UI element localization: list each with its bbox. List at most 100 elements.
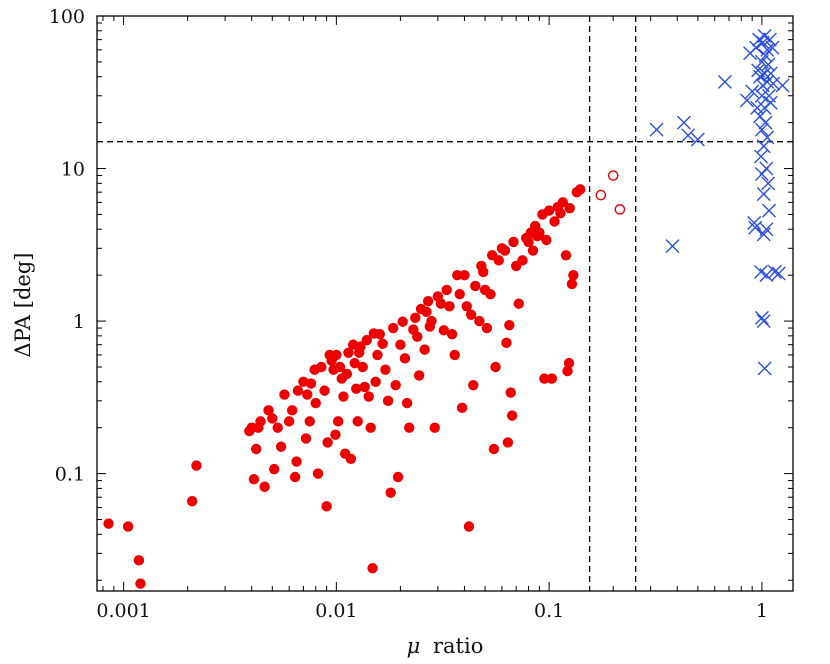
data-point-filled (404, 422, 415, 433)
data-point-cross (763, 95, 778, 110)
data-point-filled (286, 405, 298, 416)
axis-ticks: 0.001 0.01 0.1 1 0.1 1 10 100 (49, 6, 793, 622)
data-point-filled (186, 495, 198, 507)
data-point-filled (357, 361, 368, 373)
data-point-cross (665, 239, 680, 254)
data-point-filled (291, 456, 302, 467)
data-point-filled (392, 471, 404, 483)
data-point-cross (739, 93, 754, 108)
data-point-filled (319, 385, 330, 396)
data-point-filled (304, 416, 315, 427)
data-point-cross (759, 222, 774, 237)
data-point-cross (681, 128, 696, 143)
data-point-filled (122, 521, 134, 532)
data-point-filled (341, 368, 353, 380)
x-axis-label-symbol: μ (407, 634, 421, 658)
data-point-filled (429, 422, 440, 433)
data-point-filled (459, 269, 470, 281)
data-point-filled (367, 562, 378, 574)
data-point-filled (382, 395, 394, 407)
data-point-filled (272, 422, 283, 433)
data-point-filled (370, 376, 381, 387)
data-points (103, 28, 790, 589)
data-point-filled (422, 295, 434, 307)
data-point-filled (363, 391, 374, 402)
data-point-filled (410, 312, 421, 324)
data-point-cross (775, 78, 790, 93)
data-point-filled (135, 578, 146, 589)
data-point-filled (505, 387, 516, 398)
data-point-filled (330, 429, 341, 440)
y-tick-label: 0.1 (55, 464, 85, 486)
data-point-filled (508, 236, 519, 248)
data-point-filled (397, 316, 408, 327)
data-point-cross (754, 310, 769, 325)
data-point-filled (267, 413, 278, 424)
data-point-filled (527, 245, 539, 256)
data-point-filled (470, 280, 481, 292)
data-point-cross (750, 100, 765, 115)
data-point-filled (300, 433, 312, 444)
data-point-filled (331, 349, 342, 361)
data-point-filled (517, 255, 528, 266)
data-point-filled (312, 468, 324, 479)
data-point-filled (259, 481, 270, 492)
data-point-cross (760, 42, 775, 57)
data-point-filled (568, 269, 579, 281)
data-point-cross (756, 227, 771, 242)
data-point-cross (760, 130, 775, 145)
data-point-filled (349, 357, 360, 369)
y-tick-label: 1 (73, 311, 85, 333)
data-point-filled (441, 284, 452, 296)
data-point-filled (359, 381, 370, 393)
data-point-filled (452, 269, 463, 281)
data-point-filled (543, 205, 555, 216)
data-point-cross (759, 161, 774, 176)
data-point-filled (456, 402, 468, 414)
data-point-filled (523, 236, 534, 248)
data-point-filled (283, 416, 295, 427)
data-point-cross (761, 57, 776, 72)
data-point-filled (549, 216, 560, 227)
data-point-cross (767, 264, 782, 279)
data-point-open (607, 170, 619, 181)
data-point-filled (539, 373, 550, 384)
data-point-filled (345, 453, 357, 465)
data-point-filled (502, 437, 514, 448)
x-tick-label: 0.01 (315, 600, 357, 622)
data-point-filled (401, 397, 413, 409)
data-point-filled (292, 385, 304, 396)
data-point-filled (454, 289, 465, 300)
data-point-filled (474, 315, 485, 327)
data-point-filled (465, 309, 477, 320)
data-point-filled (351, 383, 362, 394)
data-point-filled (365, 422, 376, 433)
data-point-filled (499, 245, 511, 256)
data-point-cross (676, 115, 691, 130)
data-point-open (614, 204, 626, 215)
data-point-filled (446, 329, 458, 340)
data-point-filled (485, 289, 496, 300)
data-point-filled (560, 250, 572, 261)
data-point-cross (754, 122, 769, 137)
data-point-filled (562, 365, 573, 377)
x-tick-label: 1 (756, 600, 768, 622)
data-point-filled (490, 361, 501, 373)
data-point-filled (566, 278, 578, 290)
data-point-filled (513, 298, 524, 309)
data-point-filled (563, 357, 575, 369)
data-point-cross (747, 215, 762, 230)
data-point-filled (322, 437, 333, 448)
data-point-filled (248, 473, 260, 485)
data-point-cross (753, 149, 768, 164)
data-point-filled (504, 319, 515, 331)
x-tick-label: 0.1 (534, 600, 564, 622)
data-point-filled (412, 331, 423, 342)
data-point-cross (766, 76, 781, 91)
data-point-cross (758, 115, 773, 130)
data-point-filled (279, 389, 290, 400)
data-point-filled (399, 353, 411, 364)
data-point-filled (338, 391, 349, 402)
data-point-filled (506, 410, 518, 421)
data-point-filled (546, 373, 558, 384)
